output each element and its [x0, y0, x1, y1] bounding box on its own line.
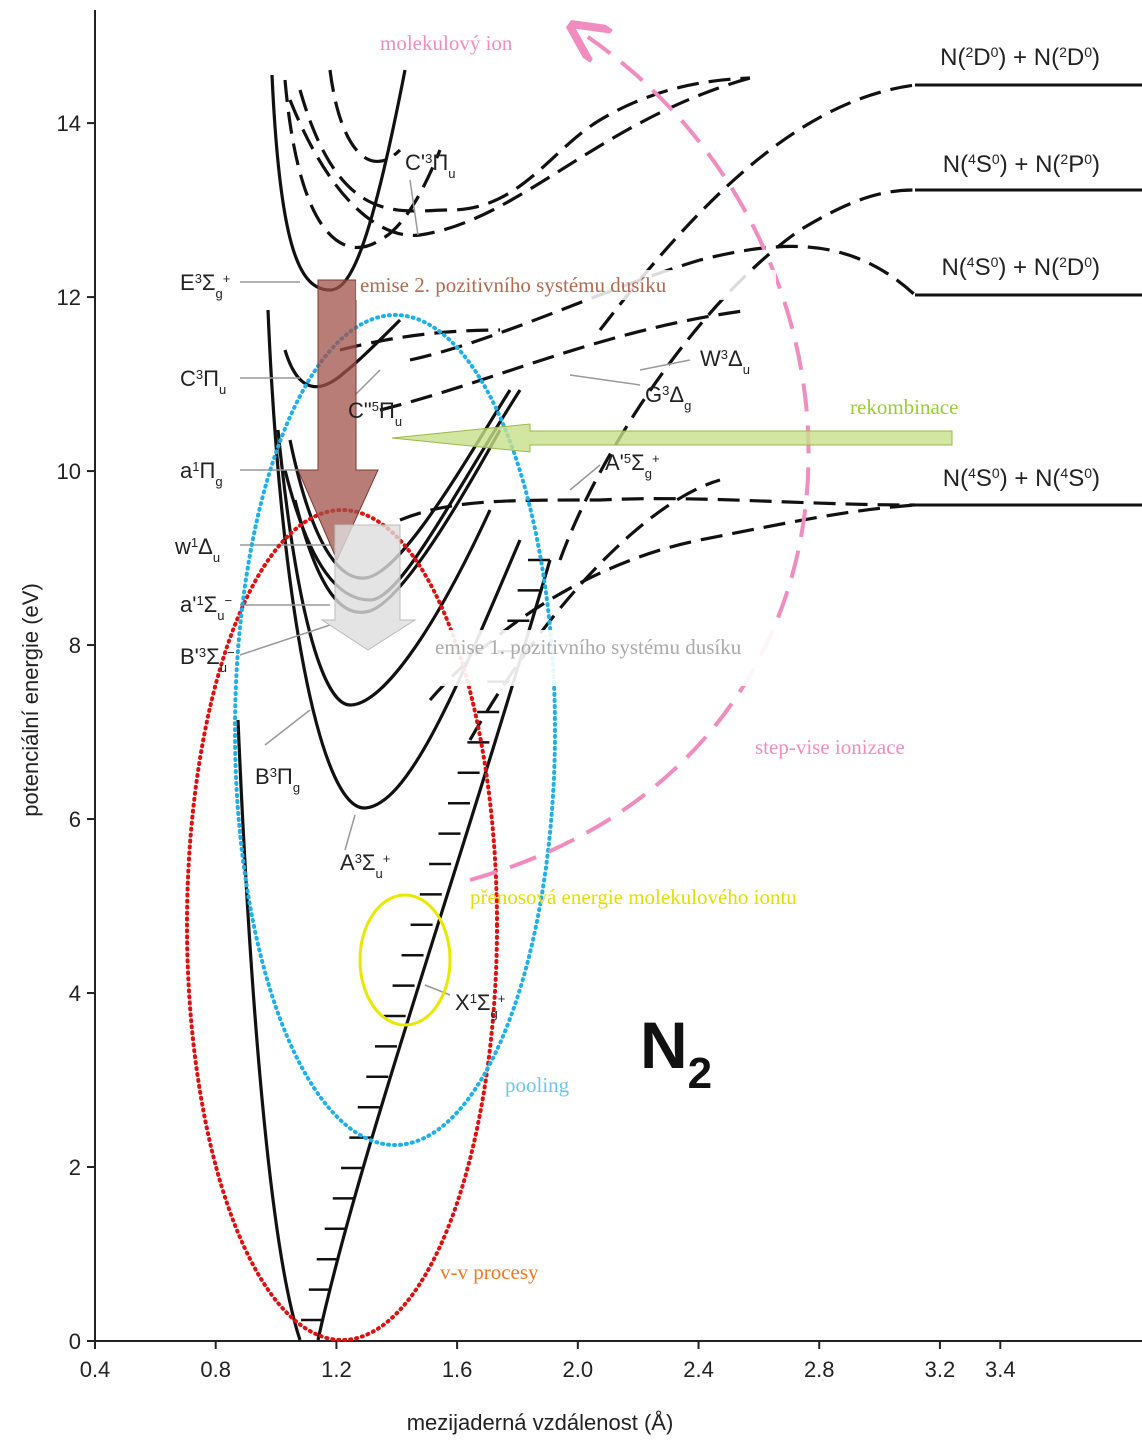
- state-label: B'3Σu−: [180, 644, 235, 675]
- y-title: potenciální energie (eV): [18, 583, 43, 817]
- state-label: X1Σg+: [455, 990, 505, 1021]
- annotations: molekulový ion emise 2. pozitivního syst…: [356, 31, 958, 1284]
- x-title: mezijaderná vzdálenost (Å): [407, 1410, 674, 1435]
- state-label: A'5Σg+: [605, 450, 660, 481]
- x-tick-label: 3.2: [925, 1357, 956, 1382]
- y-tick-label: 10: [57, 459, 81, 484]
- x-tick-label: 0.4: [80, 1357, 111, 1382]
- state-label: E3Σg+: [180, 270, 230, 301]
- recombination-label: rekombinace: [850, 395, 958, 419]
- emission2-label: emise 2. pozitivního systému dusíku: [360, 273, 667, 297]
- state-label: A3Σu+: [340, 850, 390, 881]
- state-label: w1Δu: [174, 534, 220, 565]
- stepwise-label: step-vise ionizace: [755, 735, 905, 759]
- x-tick-label: 0.8: [200, 1357, 231, 1382]
- pooling-label: pooling: [505, 1073, 570, 1097]
- y-tick-label: 8: [69, 633, 81, 658]
- y-tick-label: 6: [69, 807, 81, 832]
- vv-label: v-v procesy: [440, 1260, 539, 1284]
- axes: mezijaderná vzdálenost (Å) potenciální e…: [18, 10, 1142, 1435]
- x-tick-label: 2.4: [683, 1357, 714, 1382]
- transfer-label: přenosová energie molekulového iontu: [470, 885, 797, 909]
- x-tick-label: 2.0: [563, 1357, 594, 1382]
- state-label: C'3Πu: [405, 150, 455, 181]
- y-tick-label: 0: [69, 1329, 81, 1354]
- state-labels: E3Σg+ C'3Πu C3Πu C"5Πu a1Πg w1Δu a'1Σu− B'3Σu− B…: [174, 44, 1100, 1021]
- emission1-label: emise 1. pozitivního systému dusíku: [435, 635, 742, 659]
- x-tick-label: 1.6: [442, 1357, 473, 1382]
- state-label: G3Δg: [645, 382, 691, 413]
- state-label: a'1Σu−: [180, 592, 232, 623]
- dissociation-label: N(2D0) + N(2D0): [940, 44, 1100, 71]
- x-tick-label: 2.8: [804, 1357, 835, 1382]
- y-tick-label: 14: [57, 111, 81, 136]
- dissociation-label: N(4S0) + N(4S0): [943, 465, 1100, 492]
- state-label: C3Πu: [180, 366, 226, 397]
- dissociation-label: N(4S0) + N(2P0): [943, 151, 1100, 178]
- state-label: C"5Πu: [348, 398, 402, 429]
- ion-label: molekulový ion: [380, 31, 513, 55]
- y-tick-label: 2: [69, 1155, 81, 1180]
- y-tick-label: 4: [69, 981, 81, 1006]
- molecule-label: N2: [640, 1008, 712, 1098]
- state-label: B3Πg: [255, 764, 300, 795]
- state-label: W3Δu: [700, 346, 750, 377]
- y-tick-label: 12: [57, 285, 81, 310]
- state-label: a1Πg: [180, 458, 223, 489]
- dissociation-label: N(4S0) + N(2D0): [941, 254, 1100, 281]
- x-tick-label: 1.2: [321, 1357, 352, 1382]
- x-tick-label: 3.4: [985, 1357, 1016, 1382]
- overlays: [185, 35, 953, 1342]
